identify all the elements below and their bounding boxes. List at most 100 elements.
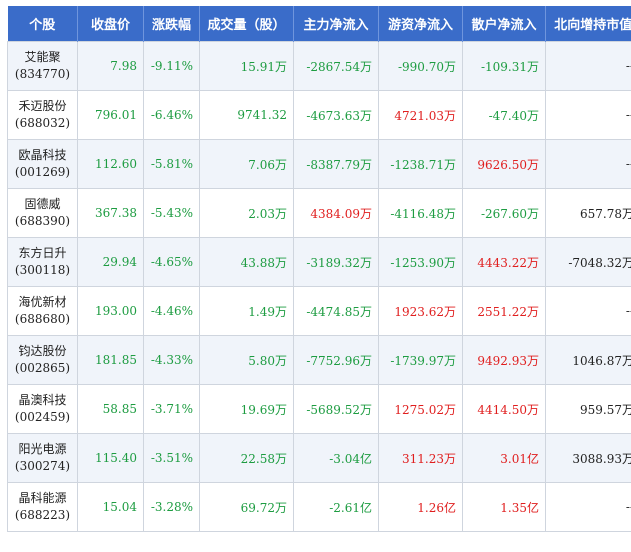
table-row: 钧达股份(002865) 181.85 -4.33% 5.80万 -7752.9… (8, 336, 631, 385)
stock-name-cell: 钧达股份(002865) (8, 336, 78, 385)
header-cell: 散户净流入 (463, 6, 546, 42)
northbound-cell: -- (546, 42, 631, 91)
northbound-cell: -- (546, 287, 631, 336)
stock-name-cell: 东方日升 (300118) (8, 238, 78, 287)
northbound-cell: -7048.32万 (546, 238, 631, 287)
stock-code: (001269) (15, 165, 70, 179)
main-inflow-cell: -2.61亿 (294, 483, 379, 532)
header-cell: 成交量（股） (200, 6, 294, 42)
volume-cell: 43.88万 (200, 238, 294, 287)
change-cell: -3.71% (144, 385, 200, 434)
stock-code: (834770) (15, 67, 70, 81)
change-cell: -5.81% (144, 140, 200, 189)
table-row: 禾迈股份(688032) 796.01 -6.46% 9741.32 -4673… (8, 91, 631, 140)
stock-name-cell: 阳光电源 (300274) (8, 434, 78, 483)
hot-money-inflow-cell: -990.70万 (379, 42, 463, 91)
hot-money-inflow-cell: 1275.02万 (379, 385, 463, 434)
header-cell: 涨跌幅 (144, 6, 200, 42)
volume-cell: 19.69万 (200, 385, 294, 434)
fund-flow-table: 个股 收盘价 涨跌幅 成交量（股） 主力净流入 游资净流入 散户净流入 北向增持… (7, 6, 631, 532)
stock-name-cell: 艾能聚 (834770) (8, 42, 78, 91)
northbound-cell: -- (546, 483, 631, 532)
northbound-cell: 3088.93万 (546, 434, 631, 483)
volume-cell: 2.03万 (200, 189, 294, 238)
header-cell: 个股 (8, 6, 78, 42)
stock-name: 固德威 (24, 197, 60, 211)
change-cell: -9.11% (144, 42, 200, 91)
header-cell: 北向增持市值 (546, 6, 631, 42)
retail-inflow-cell: -109.31万 (463, 42, 546, 91)
stock-name-cell: 禾迈股份(688032) (8, 91, 78, 140)
main-inflow-cell: -8387.79万 (294, 140, 379, 189)
close-price-cell: 58.85 (78, 385, 144, 434)
retail-inflow-cell: 1.35亿 (463, 483, 546, 532)
stock-name: 阳光电源 (18, 442, 66, 456)
close-price-cell: 115.40 (78, 434, 144, 483)
stock-code: (688223) (15, 508, 70, 522)
retail-inflow-cell: -47.40万 (463, 91, 546, 140)
close-price-cell: 29.94 (78, 238, 144, 287)
main-inflow-cell: -7752.96万 (294, 336, 379, 385)
change-cell: -6.46% (144, 91, 200, 140)
main-inflow-cell: -3189.32万 (294, 238, 379, 287)
volume-cell: 69.72万 (200, 483, 294, 532)
retail-inflow-cell: 9626.50万 (463, 140, 546, 189)
stock-name-cell: 晶澳科技 (002459) (8, 385, 78, 434)
stock-code: (002459) (15, 410, 70, 424)
table-row: 固德威 (688390) 367.38 -5.43% 2.03万 4384.09万… (8, 189, 631, 238)
main-inflow-cell: -4474.85万 (294, 287, 379, 336)
header-cell: 主力净流入 (294, 6, 379, 42)
table-row: 海优新材(688680) 193.00 -4.46% 1.49万 -4474.8… (8, 287, 631, 336)
stock-code: (300118) (15, 263, 70, 277)
close-price-cell: 112.60 (78, 140, 144, 189)
retail-inflow-cell: 4414.50万 (463, 385, 546, 434)
hot-money-inflow-cell: -1739.97万 (379, 336, 463, 385)
northbound-cell: 1046.87万 (546, 336, 631, 385)
table-row: 东方日升 (300118) 29.94 -4.65% 43.88万 -3189.3… (8, 238, 631, 287)
change-cell: -3.28% (144, 483, 200, 532)
stock-name-cell: 固德威 (688390) (8, 189, 78, 238)
stock-name: 艾能聚 (24, 50, 60, 64)
main-inflow-cell: -4673.63万 (294, 91, 379, 140)
stock-code: (300274) (15, 459, 70, 473)
stock-name: 晶澳科技 (18, 393, 66, 407)
stock-name: 禾迈股份 (18, 99, 66, 113)
retail-inflow-cell: 3.01亿 (463, 434, 546, 483)
change-cell: -4.46% (144, 287, 200, 336)
retail-inflow-cell: 2551.22万 (463, 287, 546, 336)
stock-name-cell: 欧晶科技 (001269) (8, 140, 78, 189)
stock-code: (002865) (15, 361, 70, 375)
retail-inflow-cell: -267.60万 (463, 189, 546, 238)
stock-name-cell: 晶科能源(688223) (8, 483, 78, 532)
close-price-cell: 796.01 (78, 91, 144, 140)
header-row: 个股 收盘价 涨跌幅 成交量（股） 主力净流入 游资净流入 散户净流入 北向增持… (8, 6, 631, 42)
stock-code: (688390) (15, 214, 70, 228)
hot-money-inflow-cell: 4721.03万 (379, 91, 463, 140)
volume-cell: 22.58万 (200, 434, 294, 483)
close-price-cell: 367.38 (78, 189, 144, 238)
close-price-cell: 181.85 (78, 336, 144, 385)
volume-cell: 15.91万 (200, 42, 294, 91)
change-cell: -4.65% (144, 238, 200, 287)
hot-money-inflow-cell: -1238.71万 (379, 140, 463, 189)
volume-cell: 7.06万 (200, 140, 294, 189)
main-inflow-cell: 4384.09万 (294, 189, 379, 238)
main-inflow-cell: -2867.54万 (294, 42, 379, 91)
volume-cell: 1.49万 (200, 287, 294, 336)
stock-name: 欧晶科技 (18, 148, 66, 162)
stock-name-cell: 海优新材(688680) (8, 287, 78, 336)
table-row: 晶澳科技 (002459) 58.85 -3.71% 19.69万 -5689.5… (8, 385, 631, 434)
close-price-cell: 193.00 (78, 287, 144, 336)
table-row: 晶科能源(688223) 15.04 -3.28% 69.72万 -2.61亿 … (8, 483, 631, 532)
main-inflow-cell: -5689.52万 (294, 385, 379, 434)
retail-inflow-cell: 9492.93万 (463, 336, 546, 385)
northbound-cell: 959.57万 (546, 385, 631, 434)
hot-money-inflow-cell: 1.26亿 (379, 483, 463, 532)
stock-code: (688680) (15, 312, 70, 326)
change-cell: -5.43% (144, 189, 200, 238)
change-cell: -3.51% (144, 434, 200, 483)
hot-money-inflow-cell: 1923.62万 (379, 287, 463, 336)
table-row: 艾能聚(834770) 7.98 -9.11% 15.91万 -2867.54万… (8, 42, 631, 91)
stock-name: 东方日升 (18, 246, 66, 260)
header-cell: 游资净流入 (379, 6, 463, 42)
